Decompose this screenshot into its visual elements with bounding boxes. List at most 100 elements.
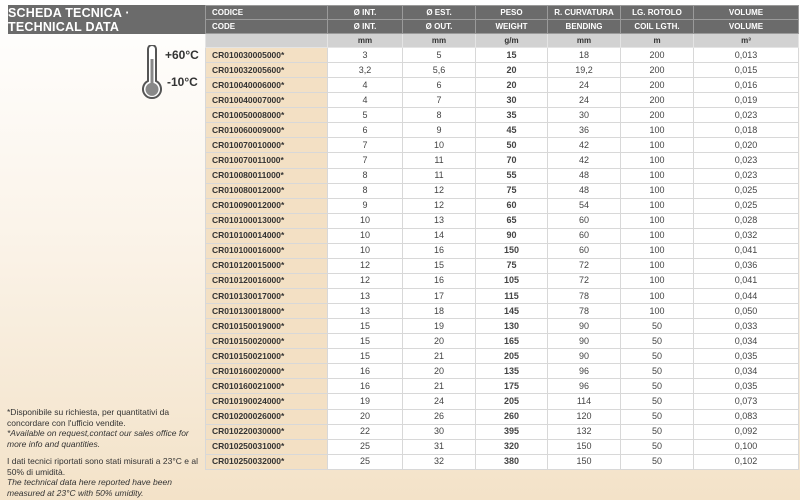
cell: 30 <box>402 423 476 440</box>
cell: 18 <box>547 46 621 64</box>
cell: Ø OUT. <box>402 19 476 34</box>
cell: 165 <box>475 333 548 350</box>
cell: 0,023 <box>693 167 799 184</box>
table-row: CR010100014000* 10 14 90 60 100 0,032 <box>205 227 799 244</box>
cell: 78 <box>547 303 621 320</box>
cell: 96 <box>547 378 621 395</box>
cell: 10 <box>402 137 476 154</box>
cell: 0,016 <box>693 77 799 94</box>
cell: 200 <box>620 107 694 124</box>
table-row: CR010150019000* 15 19 130 90 50 0,033 <box>205 318 799 335</box>
cell: 20 <box>327 408 403 425</box>
cell: 19 <box>402 318 476 335</box>
cell: CR010040006000* <box>205 77 328 94</box>
cell: 200 <box>620 46 694 64</box>
cell: 22 <box>327 423 403 440</box>
cell: 205 <box>475 393 548 410</box>
cell: mm <box>547 33 621 48</box>
cell: 6 <box>402 77 476 94</box>
cell: 31 <box>402 438 476 455</box>
cell: CR010050008000* <box>205 107 328 124</box>
cell: CR010100014000* <box>205 227 328 244</box>
availability-note-it: *Disponibile su richiesta, per quantitat… <box>7 407 170 428</box>
cell: 90 <box>547 318 621 335</box>
thermometer-icon <box>142 45 162 100</box>
cell: 50 <box>475 137 548 154</box>
cell: 100 <box>620 167 694 184</box>
cell: Ø INT. <box>327 19 403 34</box>
cell: 60 <box>547 227 621 244</box>
table-row: CR010150020000* 15 20 165 90 50 0,034 <box>205 333 799 350</box>
cell: 205 <box>475 348 548 365</box>
table-row: CR010130017000* 13 17 115 78 100 0,044 <box>205 287 799 305</box>
cell: 60 <box>547 242 621 259</box>
cell: 50 <box>620 378 694 395</box>
cell: 50 <box>620 348 694 365</box>
cell: CR010250031000* <box>205 438 328 455</box>
cell: 90 <box>547 348 621 365</box>
cell: 15 <box>327 318 403 335</box>
cell: 36 <box>547 122 621 139</box>
table-row: CR010070010000* 7 10 50 42 100 0,020 <box>205 137 799 154</box>
cell: 20 <box>475 77 548 94</box>
cell: 200 <box>620 77 694 94</box>
cell: 100 <box>620 182 694 199</box>
cell: 0,100 <box>693 438 799 455</box>
cell: 42 <box>547 137 621 154</box>
cell: 30 <box>547 107 621 124</box>
cell: m <box>620 33 694 48</box>
cell: 50 <box>620 408 694 425</box>
cell: CR010120015000* <box>205 257 328 274</box>
cell: 0,020 <box>693 137 799 154</box>
cell: 100 <box>620 242 694 259</box>
cell: 260 <box>475 408 548 425</box>
cell: 5 <box>402 46 476 64</box>
cell: CR010030005000* <box>205 46 328 64</box>
cell: 380 <box>475 453 548 470</box>
cell: 7 <box>327 152 403 169</box>
footnotes: *Disponibile su richiesta, per quantitat… <box>7 407 202 498</box>
cell: 42 <box>547 152 621 169</box>
cell: 35 <box>475 107 548 124</box>
cell: 50 <box>620 318 694 335</box>
cell: 130 <box>475 318 548 335</box>
cell: CR010080011000* <box>205 167 328 184</box>
table-row: CR010060009000* 6 9 45 36 100 0,018 <box>205 122 799 139</box>
cell: 50 <box>620 363 694 380</box>
cell <box>205 33 328 48</box>
cell: 0,025 <box>693 182 799 199</box>
cell: 175 <box>475 378 548 395</box>
cell: 0,023 <box>693 107 799 124</box>
cell: 24 <box>547 77 621 94</box>
cell: COIL LGTH. <box>620 19 694 34</box>
cell: 70 <box>475 152 548 169</box>
table-row: CR010080012000* 8 12 75 48 100 0,025 <box>205 182 799 199</box>
cell: mm <box>402 33 476 48</box>
cell: 78 <box>547 287 621 305</box>
cell: PESO <box>475 5 548 20</box>
table-row: CR010250032000* 25 32 380 150 50 0,102 <box>205 453 799 470</box>
table-row: CR010032005600* 3,2 5,6 20 19,2 200 0,015 <box>205 62 799 79</box>
cell: 26 <box>402 408 476 425</box>
cell: Ø EST. <box>402 5 476 20</box>
cell: 50 <box>620 393 694 410</box>
min-temperature: -10°C <box>167 75 198 89</box>
cell: 0,036 <box>693 257 799 274</box>
cell: CR010220030000* <box>205 423 328 440</box>
cell: 10 <box>327 212 403 229</box>
cell: 15 <box>402 257 476 274</box>
cell: 30 <box>475 92 548 109</box>
cell: 0,015 <box>693 62 799 79</box>
cell: 48 <box>547 167 621 184</box>
conditions-note-en: The technical data here reported have be… <box>7 477 172 498</box>
cell: CR010130017000* <box>205 287 328 305</box>
cell: CR010070010000* <box>205 137 328 154</box>
technical-data-table: CODICE Ø INT. Ø EST. PESO R. CURVATURA LG. RO… <box>205 5 799 470</box>
cell: 100 <box>620 197 694 214</box>
table-row: CR010150021000* 15 21 205 90 50 0,035 <box>205 348 799 365</box>
cell: 150 <box>475 242 548 259</box>
table-row: CR010200026000* 20 26 260 120 50 0,083 <box>205 408 799 425</box>
cell: CR010130018000* <box>205 303 328 320</box>
cell: 4 <box>327 92 403 109</box>
cell: CR010040007000* <box>205 92 328 109</box>
